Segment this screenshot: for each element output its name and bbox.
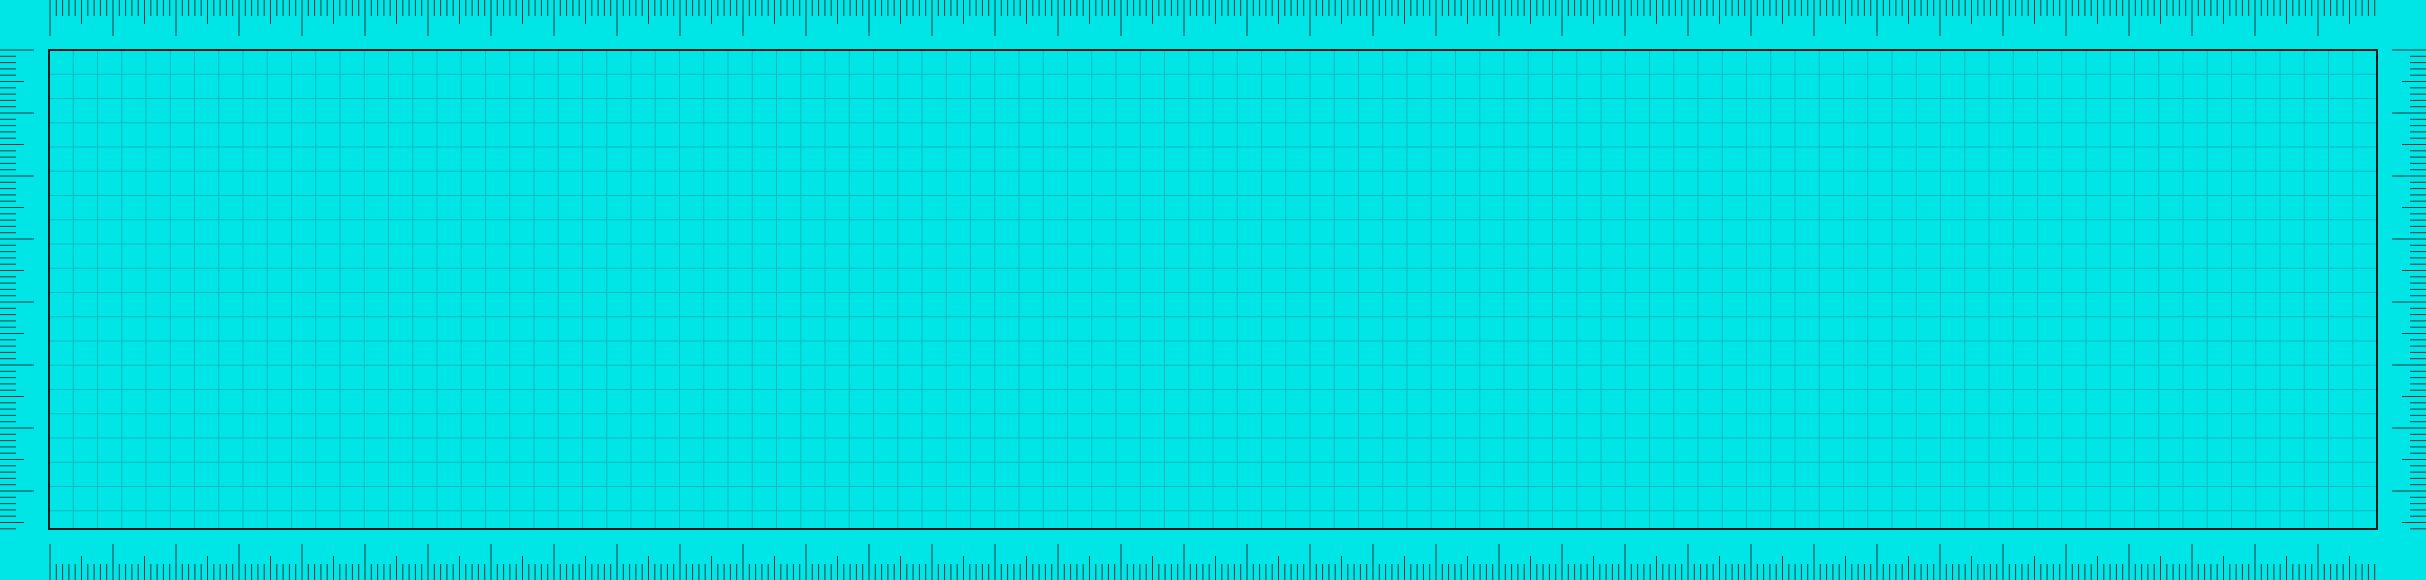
drawing-frame <box>48 49 2378 530</box>
ruler-left <box>0 49 34 530</box>
ruler-right <box>2392 49 2426 530</box>
ruler-bottom <box>49 544 2376 580</box>
ruler-top <box>49 0 2376 36</box>
grid-lines <box>49 50 2377 529</box>
